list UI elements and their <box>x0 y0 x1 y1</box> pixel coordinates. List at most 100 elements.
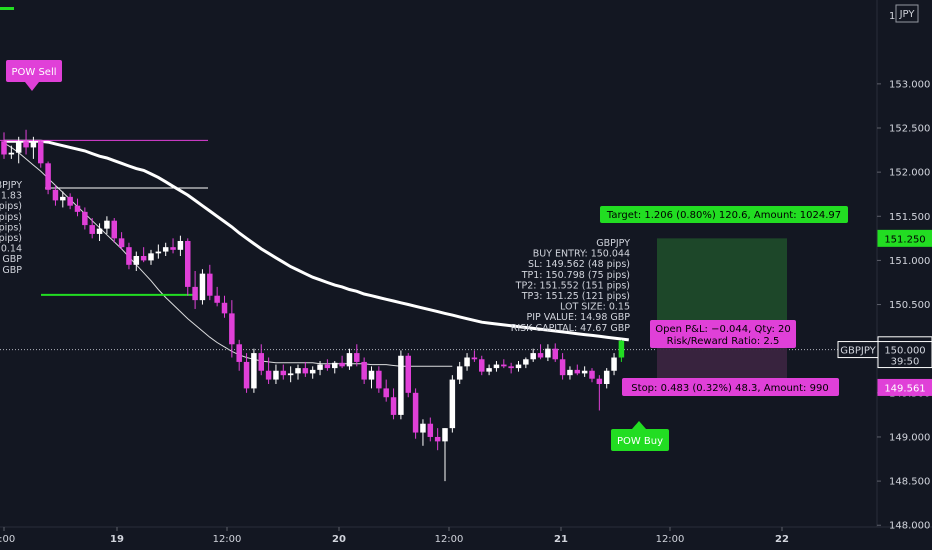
candle-body <box>258 353 264 371</box>
candle <box>361 357 367 384</box>
pow-sell-text: POW Sell <box>11 67 56 78</box>
candle-body <box>332 362 338 369</box>
left-info-line: 5 GBP <box>0 265 22 276</box>
candle <box>251 348 257 393</box>
candle-body <box>618 340 625 358</box>
candle-body <box>23 141 29 148</box>
price-axis: JPY 1 <box>0 0 932 528</box>
candle-body <box>581 370 588 374</box>
target-text: Target: 1.206 (0.80%) 120.6, Amount: 102… <box>606 210 841 221</box>
candle-body <box>501 364 507 367</box>
annotations: POW Sell POW Buy Target: 1.206 (0.80%) 1… <box>6 60 848 451</box>
drawing-lines <box>0 139 877 351</box>
left-info-line: GBPJPY <box>0 180 22 191</box>
candle <box>15 136 22 164</box>
candle-body <box>52 189 59 201</box>
price-tick-label: 151.500 <box>889 212 930 223</box>
candle <box>67 193 73 210</box>
candle-body <box>221 302 228 314</box>
candle-body <box>170 247 176 250</box>
trade-info-line: SL: 149.562 (48 pips) <box>528 259 630 270</box>
candle <box>302 361 309 377</box>
candle <box>273 364 279 384</box>
candle <box>199 269 206 305</box>
candle <box>30 136 37 159</box>
candle-body <box>1 141 7 155</box>
trade-info-line: LOT SIZE: 0.15 <box>560 302 630 313</box>
candle <box>376 366 382 393</box>
candles <box>1 129 625 482</box>
countdown-label: 39:50 <box>891 357 920 368</box>
candle <box>96 223 103 241</box>
price-tick-label: 152.000 <box>889 168 930 179</box>
candle-body <box>96 228 103 234</box>
candle-body <box>515 364 522 369</box>
candle <box>229 300 235 358</box>
candle-body <box>89 225 95 234</box>
candle-body <box>243 361 250 389</box>
pnl-label: Open P&L: −0.044, Qty: 20 Risk/Reward Ra… <box>650 320 796 348</box>
axis-ticks: 153.000 152.500 152.000 151.500 151.000 150.5… <box>0 79 930 545</box>
candle <box>493 361 500 372</box>
candle <box>471 350 478 362</box>
price-tag-label: 151.250 <box>884 234 925 245</box>
candle-body <box>155 251 162 254</box>
candle-body <box>434 436 441 442</box>
candle <box>140 247 147 263</box>
candle <box>170 238 176 254</box>
currency-button[interactable]: JPY <box>895 4 919 23</box>
candle-body <box>596 378 603 384</box>
candle-body <box>567 369 573 376</box>
candle-body <box>339 362 345 367</box>
price-tag-bg <box>877 229 932 247</box>
candle-body <box>38 141 44 164</box>
candle-body <box>162 247 169 252</box>
candle <box>523 357 529 369</box>
candle <box>456 361 463 384</box>
candle <box>111 218 117 243</box>
last-price-label: 150.000 <box>884 346 925 357</box>
candle-body <box>251 353 257 389</box>
candle-body <box>74 205 81 212</box>
candle <box>309 366 316 379</box>
candle <box>618 339 625 362</box>
time-tick-label: 2:00 <box>0 534 15 545</box>
time-tick-label: 22 <box>775 534 789 545</box>
candle-body <box>317 364 323 370</box>
candle <box>155 244 162 259</box>
candle <box>126 242 132 270</box>
candle <box>104 216 110 234</box>
candle <box>354 344 360 367</box>
candle-body <box>236 344 242 362</box>
candle <box>405 353 411 398</box>
candle <box>479 355 485 376</box>
candle-body <box>45 163 51 190</box>
currency-label: JPY <box>899 9 916 20</box>
candle-body <box>15 141 22 153</box>
candle <box>324 359 331 371</box>
candle-body <box>354 353 360 362</box>
trade-info-line: BUY ENTRY: 150.044 <box>533 249 630 260</box>
candle-body <box>82 211 88 226</box>
price-tick-label: 152.500 <box>889 123 930 134</box>
candle-body <box>207 273 213 296</box>
trade-info-line: TP3: 151.25 (121 pips) <box>521 291 630 302</box>
candle <box>332 361 338 374</box>
left-info-line: 1 GBP <box>0 254 22 265</box>
candle <box>280 364 287 380</box>
candle-body <box>383 388 389 398</box>
candle-body <box>324 364 331 369</box>
candle <box>464 353 470 371</box>
pnl-text: Open P&L: −0.044, Qty: 20 <box>655 324 790 335</box>
candle-body <box>30 141 37 148</box>
candle <box>339 355 345 369</box>
candle-body <box>287 373 294 376</box>
candle <box>508 362 514 374</box>
trade-info-line: TP1: 150.798 (75 pips) <box>521 270 630 281</box>
candle-body <box>603 370 610 384</box>
candle-body <box>442 428 448 442</box>
long-position-tool[interactable] <box>657 238 787 388</box>
time-tick-label: 12:00 <box>213 534 242 545</box>
